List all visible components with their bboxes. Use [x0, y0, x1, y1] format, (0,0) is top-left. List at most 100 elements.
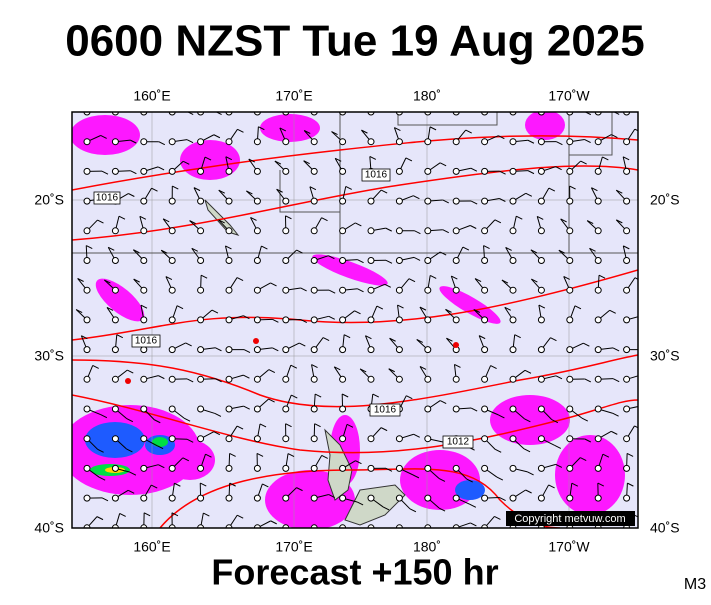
- lat-label: 30˚S: [650, 348, 680, 364]
- wind-station: [226, 347, 232, 353]
- wind-station: [510, 139, 516, 145]
- wind-station: [340, 258, 346, 264]
- forecast-label: Forecast +150 hr: [211, 552, 498, 593]
- wind-station: [141, 258, 147, 264]
- wind-barb: [641, 406, 647, 409]
- wind-station: [311, 317, 317, 323]
- wind-station: [396, 168, 402, 174]
- wind-station: [453, 406, 459, 412]
- isobar-label: 1016: [365, 170, 388, 181]
- wind-station: [510, 347, 516, 353]
- wind-station: [311, 228, 317, 234]
- wind-station: [340, 406, 346, 412]
- wind-station: [340, 465, 346, 471]
- wind-station: [169, 406, 175, 412]
- wind-station: [141, 228, 147, 234]
- wind-station: [368, 287, 374, 293]
- wind-station: [567, 168, 573, 174]
- wind-barb: [454, 97, 460, 100]
- wind-station: [510, 436, 516, 442]
- wind-station: [311, 495, 317, 501]
- wind-station: [595, 317, 601, 323]
- wind-station: [198, 495, 204, 501]
- wind-station: [283, 406, 289, 412]
- wind-station: [283, 139, 289, 145]
- wind-station: [368, 376, 374, 382]
- wind-station: [567, 139, 573, 145]
- wind-station: [169, 139, 175, 145]
- wind-station: [340, 495, 346, 501]
- wind-station: [368, 495, 374, 501]
- wind-barb: [115, 103, 127, 112]
- wind-barb: [92, 98, 98, 101]
- wind-station: [595, 436, 601, 442]
- lat-label: 20˚S: [650, 192, 680, 208]
- copyright: Copyright metvuw.com: [514, 513, 625, 525]
- wind-station: [453, 228, 459, 234]
- wind-station: [396, 436, 402, 442]
- wind-barb: [269, 102, 275, 105]
- wind-station: [311, 168, 317, 174]
- wind-station: [226, 198, 232, 204]
- wind-station: [595, 347, 601, 353]
- wind-station: [624, 139, 630, 145]
- wind-station: [482, 168, 488, 174]
- wind-station: [538, 139, 544, 145]
- wind-station: [84, 465, 90, 471]
- wind-station: [141, 168, 147, 174]
- wind-station: [112, 287, 118, 293]
- wind-station: [624, 168, 630, 174]
- wind-barb: [641, 316, 647, 319]
- wind-station: [482, 465, 488, 471]
- wind-barb: [354, 538, 360, 541]
- wind-station: [396, 495, 402, 501]
- wind-station: [425, 228, 431, 234]
- lon-label: 160˚E: [133, 539, 170, 555]
- wind-station: [425, 198, 431, 204]
- wind-station: [567, 465, 573, 471]
- wind-barb: [158, 108, 164, 111]
- wind-station: [112, 465, 118, 471]
- wind-station: [595, 465, 601, 471]
- wind-station: [141, 465, 147, 471]
- lon-label: 180˚: [413, 88, 441, 104]
- wind-station: [254, 436, 260, 442]
- wind-station: [624, 376, 630, 382]
- wind-station: [84, 495, 90, 501]
- lon-label: 170˚W: [548, 539, 590, 555]
- wind-station: [141, 287, 147, 293]
- wind-barb: [127, 103, 133, 106]
- wind-barb: [334, 99, 342, 112]
- wind-station: [198, 376, 204, 382]
- wind-station: [283, 228, 289, 234]
- wind-station: [595, 168, 601, 174]
- wind-barb: [399, 528, 412, 536]
- wind-station: [567, 347, 573, 353]
- map-area: [60, 97, 648, 541]
- wind-station: [624, 258, 630, 264]
- wind-barb: [490, 98, 496, 101]
- wind-station: [226, 465, 232, 471]
- wind-station: [510, 287, 516, 293]
- wind-barb: [454, 97, 456, 112]
- wind-station: [510, 465, 516, 471]
- wind-barb: [382, 538, 388, 541]
- wind-station: [84, 317, 90, 323]
- wind-station: [198, 198, 204, 204]
- wind-station: [254, 495, 260, 501]
- wind-barb: [641, 108, 647, 111]
- wind-station: [425, 258, 431, 264]
- wind-station: [141, 347, 147, 353]
- wind-barb: [343, 528, 354, 538]
- wind-station: [538, 198, 544, 204]
- wind-station: [84, 168, 90, 174]
- wind-station: [567, 436, 573, 442]
- wind-station: [368, 258, 374, 264]
- wind-station: [311, 287, 317, 293]
- wind-station: [482, 436, 488, 442]
- wind-barb: [389, 102, 395, 105]
- wind-barb: [87, 98, 92, 112]
- wind-station: [340, 168, 346, 174]
- wind-station: [567, 317, 573, 323]
- wind-station: [453, 168, 459, 174]
